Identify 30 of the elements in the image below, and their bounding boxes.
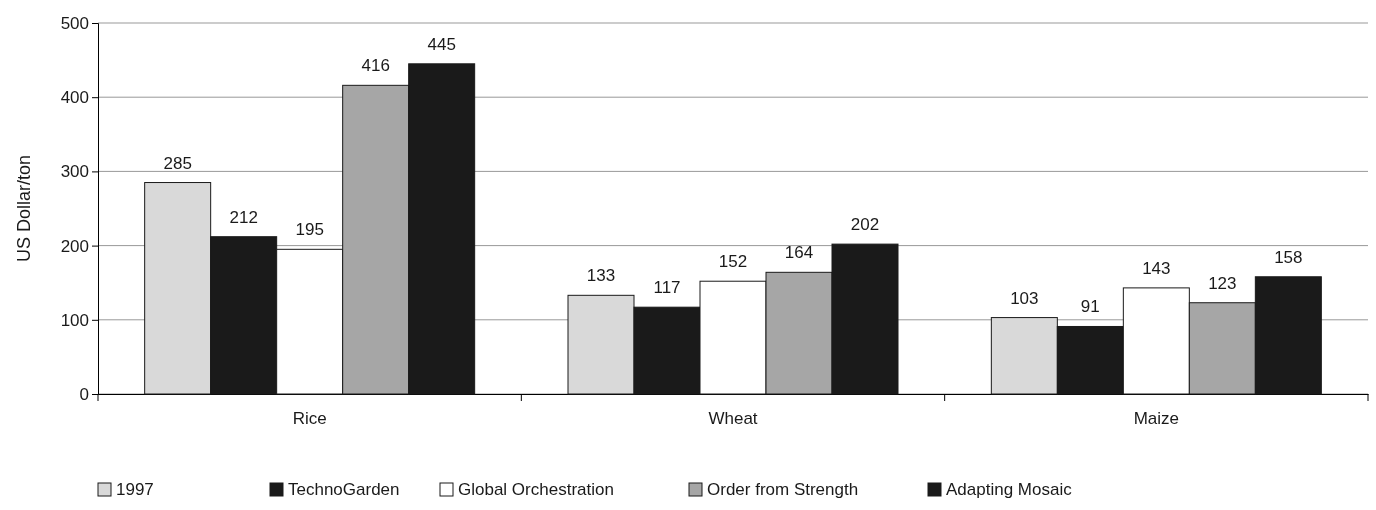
y-tick-label: 200	[60, 236, 89, 256]
legend-label: TechnoGarden	[288, 480, 400, 499]
x-tick-label: Rice	[292, 409, 327, 429]
y-tick-label: 500	[60, 13, 89, 33]
data-label: 103	[1010, 288, 1039, 308]
data-label: 212	[229, 207, 258, 227]
legend-label: 1997	[116, 480, 154, 499]
y-tick-label: 100	[60, 310, 89, 330]
data-label: 285	[163, 153, 192, 173]
data-label: 158	[1274, 247, 1303, 267]
data-label: 152	[718, 252, 748, 272]
legend-label: Adapting Mosaic	[946, 480, 1073, 499]
data-label: 91	[1080, 297, 1100, 317]
data-label: 416	[361, 56, 390, 76]
legend-label: Global Orchestration	[458, 480, 614, 499]
y-axis-title: US Dollar/ton	[14, 154, 34, 263]
legend-label: Order from Strength	[707, 480, 859, 499]
data-label: 123	[1208, 273, 1237, 293]
y-tick-label: 300	[60, 162, 89, 182]
data-label: 445	[427, 34, 456, 54]
data-label: 202	[850, 215, 880, 235]
y-tick-label: 0	[79, 384, 89, 404]
data-label: 133	[586, 266, 616, 286]
data-label: 195	[295, 220, 324, 240]
data-label: 143	[1142, 258, 1171, 278]
x-tick-label: Wheat	[708, 409, 758, 429]
y-tick-label: 400	[60, 88, 89, 108]
x-tick-label: Maize	[1133, 409, 1180, 429]
data-label: 117	[653, 278, 681, 298]
data-label: 164	[784, 243, 814, 263]
